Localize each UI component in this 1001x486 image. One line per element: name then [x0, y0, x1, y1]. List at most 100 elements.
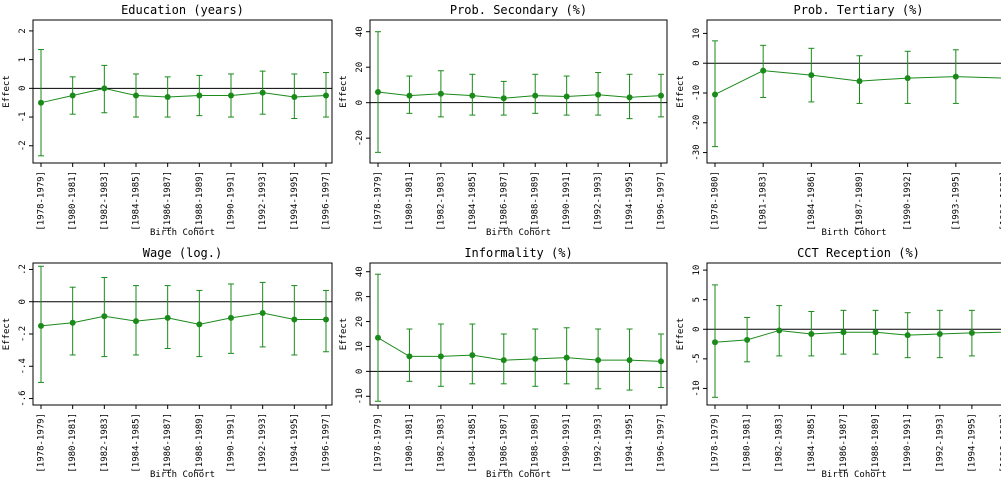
point	[563, 354, 570, 361]
point	[196, 321, 203, 328]
point	[904, 75, 911, 82]
x-axis-label: Birth Cohort	[821, 470, 886, 480]
point	[133, 318, 139, 325]
point	[323, 92, 329, 99]
y-tick-label: -30	[692, 144, 702, 160]
x-tick-label: [1981-1983]	[759, 171, 769, 231]
x-tick-label: [1994-1995]	[625, 413, 635, 473]
point	[500, 95, 507, 102]
y-axis-label: Effect	[2, 318, 12, 351]
x-tick-label: [1988-1989]	[871, 413, 881, 473]
chart-title: Education (years)	[121, 3, 244, 17]
y-axis-label: Effect	[2, 75, 12, 108]
point	[469, 352, 476, 359]
x-tick-label: [1994-1995]	[625, 171, 635, 231]
point	[968, 329, 975, 336]
point	[469, 92, 476, 99]
y-tick-label: 0	[692, 60, 702, 65]
point	[323, 316, 329, 323]
x-tick-label: [1993-1995]	[951, 171, 961, 231]
x-tick-label: [1978-1980]	[711, 171, 721, 231]
x-tick-label: [1994-1995]	[290, 171, 300, 231]
y-tick-label: 40	[355, 26, 365, 37]
y-tick-label: 10	[692, 265, 702, 276]
x-tick-label: [1990-1992]	[903, 171, 913, 231]
x-tick-label: [1986-1987]	[839, 413, 849, 473]
x-tick-label: [1990-1991]	[562, 413, 572, 473]
point	[563, 93, 570, 100]
x-tick-label: [1984-1985]	[468, 171, 478, 231]
x-tick-label: [1980-1981]	[405, 413, 415, 473]
point	[712, 339, 718, 346]
x-tick-label: [1984-1986]	[807, 171, 817, 231]
point	[856, 78, 863, 85]
point	[375, 334, 381, 341]
plot-frame	[369, 262, 668, 406]
x-tick-label: [1982-1983]	[436, 413, 446, 473]
y-tick-label: -10	[692, 380, 702, 396]
x-tick-label: [1978-1979]	[711, 413, 721, 473]
y-tick-label: -.6	[18, 390, 28, 406]
effect-line	[40, 312, 326, 327]
effect-line	[377, 337, 662, 362]
y-tick-label: 40	[355, 266, 365, 277]
effect-line	[714, 329, 1001, 343]
point	[164, 314, 171, 321]
y-tick-label: -1	[18, 112, 28, 123]
x-tick-label: [1978-1979]	[374, 413, 384, 473]
x-tick-label: [1984-1985]	[807, 413, 817, 473]
point	[291, 316, 298, 323]
point	[840, 329, 847, 336]
y-tick-label: .2	[18, 264, 28, 275]
x-tick-label: [1988-1989]	[195, 413, 205, 473]
point	[69, 92, 76, 99]
x-tick-label: [1996-1997]	[1000, 171, 1001, 231]
x-tick-label: [1987-1989]	[855, 171, 865, 231]
y-tick-label: 10	[355, 341, 365, 352]
x-tick-label: [1982-1983]	[775, 413, 785, 473]
point	[101, 313, 108, 320]
x-axis-label: Birth Cohort	[821, 228, 886, 238]
chart-title: Prob. Secondary (%)	[450, 3, 587, 17]
point	[38, 322, 44, 329]
x-tick-label: [1988-1989]	[531, 413, 541, 473]
point	[228, 314, 234, 321]
point	[658, 358, 664, 365]
point	[406, 353, 413, 360]
x-tick-label: [1992-1993]	[258, 413, 268, 473]
x-tick-label: [1986-1987]	[163, 413, 173, 473]
point	[872, 329, 879, 336]
point	[595, 91, 602, 98]
x-tick-label: [1982-1983]	[100, 413, 110, 473]
point	[101, 85, 108, 92]
point	[196, 92, 203, 99]
y-tick-label: -.2	[18, 326, 28, 342]
x-tick-label: [1990-1991]	[227, 171, 237, 231]
point	[500, 357, 507, 364]
y-tick-label: 0	[18, 299, 28, 304]
point	[133, 92, 139, 99]
point	[712, 91, 718, 98]
x-axis-label: Birth Cohort	[486, 470, 551, 480]
effect-line	[377, 91, 662, 99]
x-tick-label: [1990-1991]	[227, 413, 237, 473]
x-tick-label: [1994-1995]	[967, 413, 977, 473]
y-tick-label: 2	[18, 28, 28, 33]
point	[808, 72, 815, 79]
point	[259, 310, 266, 317]
point	[626, 94, 633, 101]
point	[406, 92, 413, 99]
chart-title: Informality (%)	[464, 246, 572, 260]
x-tick-label: [1996-1997]	[657, 171, 667, 231]
y-tick-label: 1	[18, 57, 28, 62]
point	[658, 92, 664, 99]
y-tick-label: -20	[692, 115, 702, 131]
y-tick-label: -10	[355, 388, 365, 404]
point	[776, 327, 783, 334]
point	[936, 331, 943, 337]
y-axis-label: Effect	[676, 75, 686, 108]
x-tick-label: [1992-1993]	[594, 413, 604, 473]
chart-title: Prob. Tertiary (%)	[793, 3, 923, 17]
plot-frame	[369, 19, 668, 164]
